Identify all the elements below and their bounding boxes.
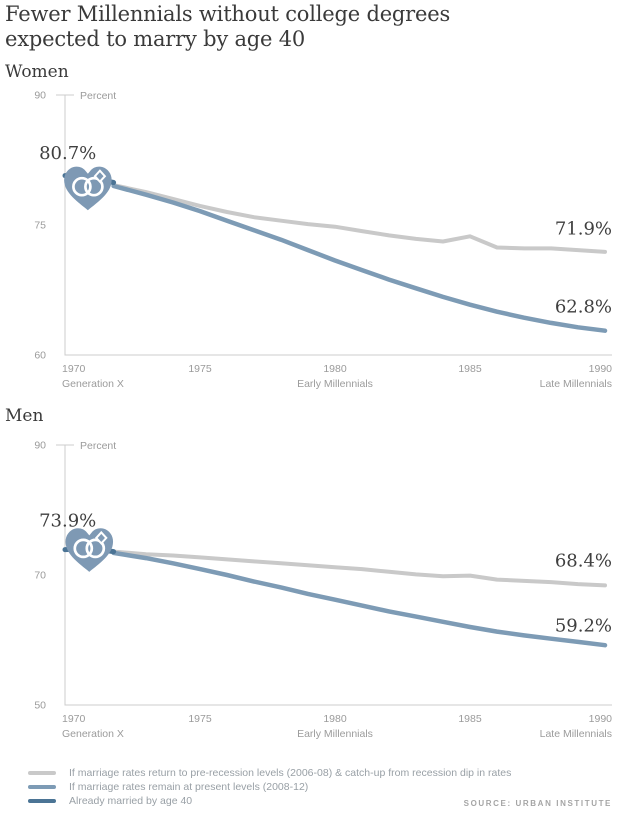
wedding-ring-left-icon xyxy=(73,538,94,559)
y-tick-label: 50 xyxy=(34,700,46,712)
value-annotation: 62.8% xyxy=(555,297,612,318)
marriage-heart-icon xyxy=(65,528,114,572)
x-tick-label: 1980 xyxy=(323,363,347,375)
wedding-ring-right-icon xyxy=(84,176,104,197)
women-chart: 90 75 60 Percent 1970 1975 1980 1985 1990 Generat… xyxy=(34,90,613,391)
wedding-ring-left-icon xyxy=(72,176,92,197)
marriage-heart-icon xyxy=(64,166,112,211)
series-line xyxy=(111,549,607,588)
diamond-icon xyxy=(94,530,108,545)
x-tick-label: 1975 xyxy=(188,713,212,725)
men-chart: 90 70 50 Percent 1970 1975 1980 1985 1990 Generat… xyxy=(34,440,613,741)
page-title-line1: Fewer Millennials without college degree… xyxy=(5,2,451,26)
x-tick-label: 1985 xyxy=(458,363,482,375)
legend-label: Already married by age 40 xyxy=(69,795,193,807)
legend-swatch-already-married-line xyxy=(28,799,56,803)
section-label-women: Women xyxy=(5,62,69,82)
y-axis-unit-label: Percent xyxy=(80,90,116,102)
legend-label: If marriage rates return to pre-recessio… xyxy=(69,767,512,779)
axes xyxy=(64,445,612,706)
legend-swatch-present-levels-line xyxy=(28,785,56,789)
y-tick-label: 60 xyxy=(34,350,46,362)
x-tick-label: 1980 xyxy=(323,713,347,725)
legend-item: If marriage rates remain at present leve… xyxy=(28,780,511,794)
legend-item: Already married by age 40 xyxy=(28,794,511,808)
source-credit: SOURCE: URBAN INSTITUTE xyxy=(463,799,612,808)
series-line xyxy=(111,183,608,333)
y-axis-unit-label: Percent xyxy=(80,440,116,452)
x-sub-label: Early Millennials xyxy=(297,728,373,740)
x-tick-label: 1970 xyxy=(62,713,86,725)
series-line xyxy=(111,550,608,648)
x-sub-label: Early Millennials xyxy=(297,378,373,390)
value-annotation: 68.4% xyxy=(555,551,612,572)
diamond-icon xyxy=(93,169,107,184)
legend-label: If marriage rates remain at present leve… xyxy=(69,781,309,793)
x-tick-label: 1990 xyxy=(589,713,613,725)
heart-shape xyxy=(64,166,112,211)
heart-shape xyxy=(65,528,114,572)
y-tick-label: 75 xyxy=(34,220,46,232)
x-sub-label: Generation X xyxy=(62,728,124,740)
x-tick-label: 1985 xyxy=(458,713,482,725)
x-sub-label: Late Millennials xyxy=(540,378,612,390)
legend: If marriage rates return to pre-recessio… xyxy=(28,766,511,808)
x-tick-label: 1990 xyxy=(589,363,613,375)
section-label-men: Men xyxy=(5,406,44,426)
value-annotation: 59.2% xyxy=(555,616,612,637)
x-tick-label: 1975 xyxy=(188,363,212,375)
x-sub-label: Late Millennials xyxy=(540,728,612,740)
x-tick-label: 1970 xyxy=(62,363,86,375)
legend-swatch-prerecession-line xyxy=(28,771,56,775)
page-title: Fewer Millennials without college degree… xyxy=(5,2,450,52)
value-annotation: 73.9% xyxy=(39,510,96,531)
y-tick-label: 90 xyxy=(34,90,46,102)
value-annotation: 71.9% xyxy=(555,219,612,240)
series-line xyxy=(111,183,607,254)
value-annotation: 80.7% xyxy=(39,143,96,164)
axes xyxy=(64,95,612,356)
wedding-ring-right-icon xyxy=(85,538,106,559)
y-tick-label: 70 xyxy=(34,570,46,582)
y-tick-label: 90 xyxy=(34,440,46,452)
x-sub-label: Generation X xyxy=(62,378,124,390)
page-title-line2: expected to marry by age 40 xyxy=(5,27,306,51)
legend-item: If marriage rates return to pre-recessio… xyxy=(28,766,511,780)
